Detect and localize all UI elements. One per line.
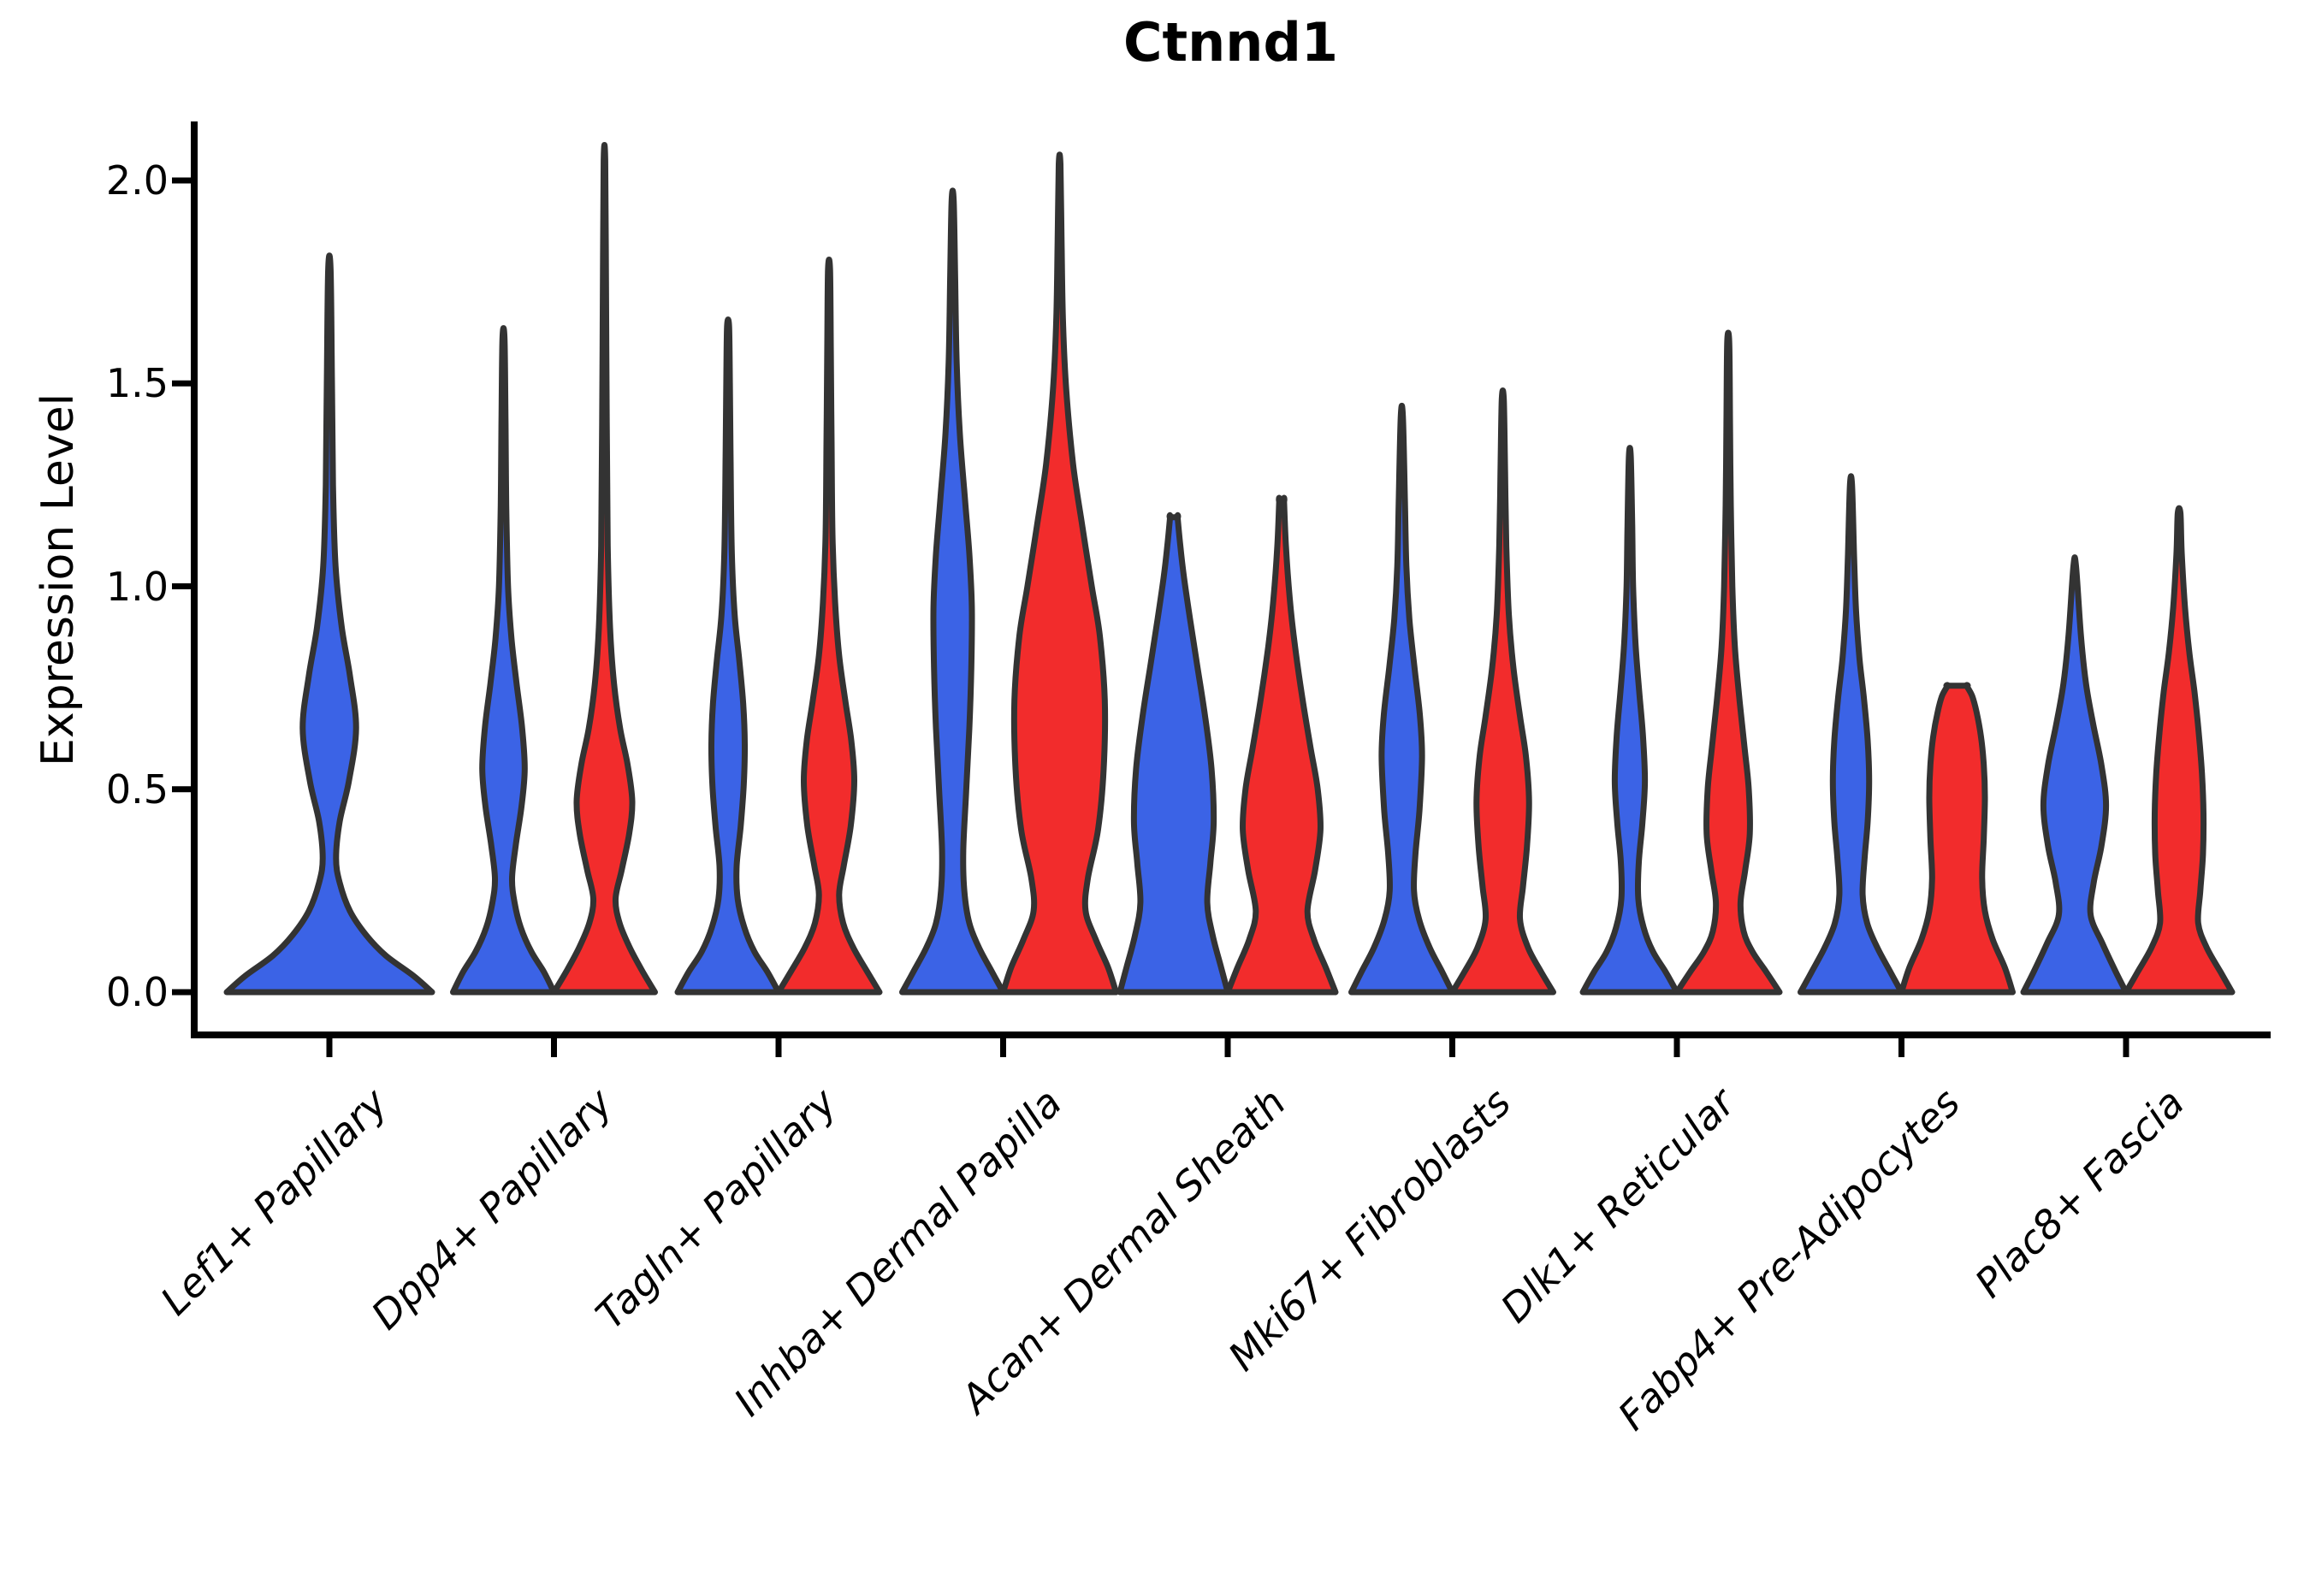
violin-blue-lef1-papillary [223, 252, 435, 996]
y-tick [172, 177, 191, 184]
violin-red-mki67-fibroblasts [1449, 387, 1556, 996]
y-tick-label: 1.5 [105, 360, 169, 407]
violin-blue-tagln-papillary [674, 316, 782, 996]
x-tick [1673, 1038, 1680, 1057]
x-tick [2123, 1038, 2129, 1057]
violin-blue-inhba-dermal-papilla [899, 187, 1006, 996]
x-tick [1898, 1038, 1904, 1057]
x-tick [1000, 1038, 1006, 1057]
violin-figure: Ctnnd1 Expression Level 0.0 0.5 1.0 1.5 2.0 L… [33, 11, 2271, 1439]
x-axis-spine [191, 1031, 2271, 1038]
x-tick [1224, 1038, 1231, 1057]
violin-red-acan-dermal-sheath [1224, 494, 1339, 996]
x-tick [775, 1038, 782, 1057]
x-tick [326, 1038, 333, 1057]
y-tick [172, 989, 191, 996]
violin-plot-svg [172, 121, 2271, 1057]
violin-blue-fabp4-pre-adipocytes [1798, 473, 1904, 996]
violin-blue-plac8-fascia [2020, 554, 2129, 996]
violin-red-inhba-dermal-papilla [1000, 151, 1119, 996]
y-tick [172, 786, 191, 793]
violin-red-plac8-fascia [2123, 505, 2236, 996]
page-title: Ctnnd1 [1123, 11, 1338, 74]
y-tick-label: 0.0 [105, 969, 169, 1015]
y-tick [172, 583, 191, 589]
violin-blue-dlk1-reticular [1579, 445, 1680, 996]
violin-blue-dpp4-papillary [450, 325, 557, 996]
violin-blue-mki67-fibroblasts [1348, 402, 1455, 996]
x-tick [1449, 1038, 1455, 1057]
violin-red-fabp4-pre-adipocytes [1898, 682, 2016, 996]
y-tick-label: 2.0 [105, 157, 169, 204]
x-tick [551, 1038, 557, 1057]
violin-red-tagln-papillary [775, 257, 883, 996]
y-tick [172, 380, 191, 387]
y-tick-label: 0.5 [105, 765, 169, 813]
violin-red-dpp4-papillary [551, 142, 658, 996]
y-axis-spine [191, 121, 198, 1038]
y-tick-label: 1.0 [105, 563, 169, 610]
violin-red-dlk1-reticular [1673, 329, 1783, 996]
violin-blue-acan-dermal-sheath [1116, 511, 1231, 996]
